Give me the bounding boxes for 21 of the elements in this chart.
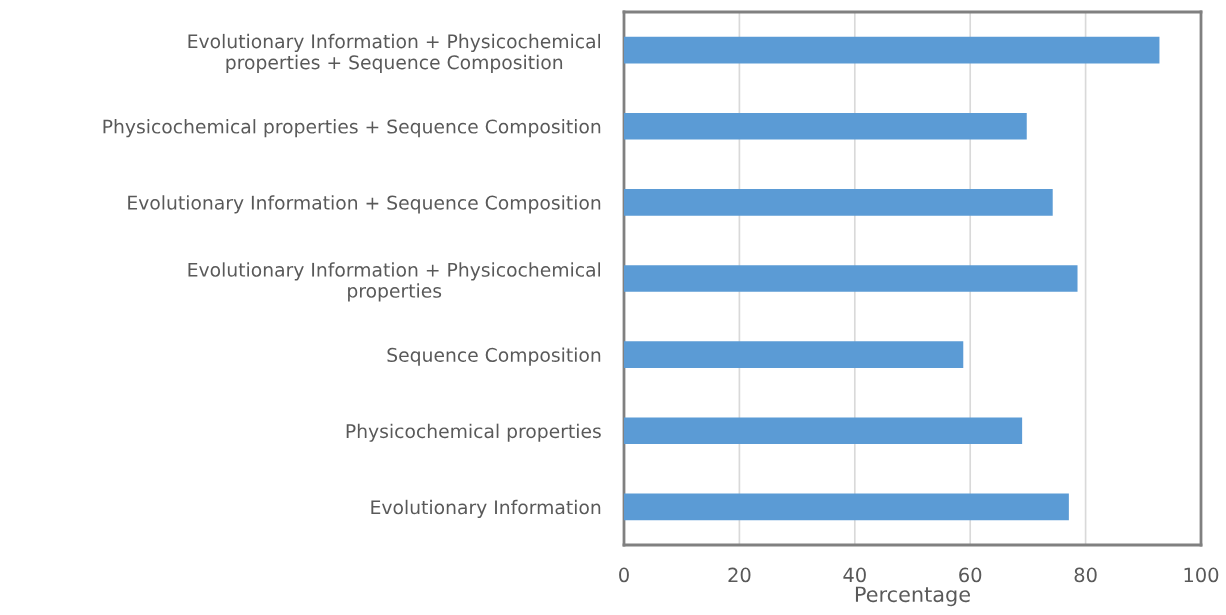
x-tick-label: 60 bbox=[959, 567, 982, 583]
x-axis-title: Percentage bbox=[855, 586, 970, 607]
bar bbox=[624, 36, 1160, 64]
bar bbox=[624, 189, 1053, 216]
bar bbox=[624, 112, 1027, 140]
x-tick-label: 0 bbox=[619, 567, 629, 583]
y-tick-label: Evolutionary Information + Sequence Composition bbox=[128, 195, 601, 214]
y-tick-label: Physicochemical properties bbox=[346, 423, 601, 442]
y-tick-label: Evolutionary Information bbox=[371, 499, 601, 518]
y-tick-label: Evolutionary Information + Physicochemical properties bbox=[188, 262, 601, 302]
x-tick-label: 20 bbox=[728, 567, 751, 583]
bar bbox=[624, 265, 1078, 292]
x-tick-label: 100 bbox=[1184, 567, 1219, 583]
y-tick-label: Sequence Composition bbox=[387, 347, 601, 366]
x-tick-label: 40 bbox=[843, 567, 866, 583]
y-tick-label: Physicochemical properties + Sequence Composition bbox=[103, 119, 601, 138]
bar bbox=[624, 493, 1069, 521]
bar bbox=[624, 417, 1023, 445]
y-tick-label: Evolutionary Information + Physicochemical properties + Sequence Composition bbox=[188, 33, 601, 74]
bar bbox=[624, 341, 964, 368]
x-tick-label: 80 bbox=[1074, 567, 1097, 583]
